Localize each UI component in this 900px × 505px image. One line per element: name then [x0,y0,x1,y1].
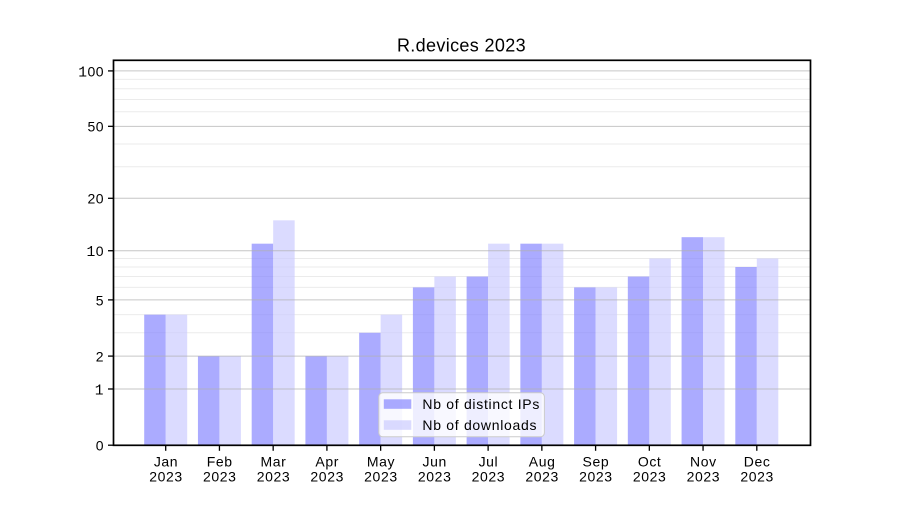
svg-text:2: 2 [96,349,104,365]
svg-text:Aug: Aug [529,454,556,470]
svg-text:50: 50 [88,119,104,135]
svg-text:100: 100 [78,63,104,81]
svg-text:Dec: Dec [744,454,771,470]
svg-text:5: 5 [96,292,104,308]
svg-text:Nov: Nov [690,454,717,470]
svg-text:2023: 2023 [525,469,559,485]
svg-text:Jul: Jul [479,454,499,470]
svg-text:Apr: Apr [315,454,339,470]
svg-text:Jan: Jan [154,454,178,470]
svg-text:May: May [367,454,395,470]
svg-text:2023: 2023 [364,469,398,485]
svg-text:2023: 2023 [633,469,667,485]
svg-text:2023: 2023 [257,469,291,485]
svg-text:2023: 2023 [310,469,344,485]
svg-text:R.devices 2023: R.devices 2023 [397,36,526,56]
svg-text:2023: 2023 [203,469,237,485]
svg-text:Feb: Feb [207,454,233,470]
svg-text:Nb of downloads: Nb of downloads [422,417,537,433]
svg-text:2023: 2023 [579,469,613,485]
svg-text:Oct: Oct [638,454,662,470]
svg-text:2023: 2023 [687,469,721,485]
svg-text:Jun: Jun [422,454,446,470]
svg-text:Mar: Mar [261,454,287,470]
svg-text:2023: 2023 [472,469,506,485]
svg-text:0: 0 [96,438,104,454]
svg-text:1: 1 [95,383,104,399]
svg-text:Nb of distinct IPs: Nb of distinct IPs [422,396,540,412]
svg-text:10: 10 [87,243,104,261]
svg-text:Sep: Sep [583,454,610,470]
svg-text:20: 20 [88,191,104,207]
svg-text:2023: 2023 [418,469,452,485]
svg-text:2023: 2023 [149,469,183,485]
svg-text:2023: 2023 [740,469,774,485]
